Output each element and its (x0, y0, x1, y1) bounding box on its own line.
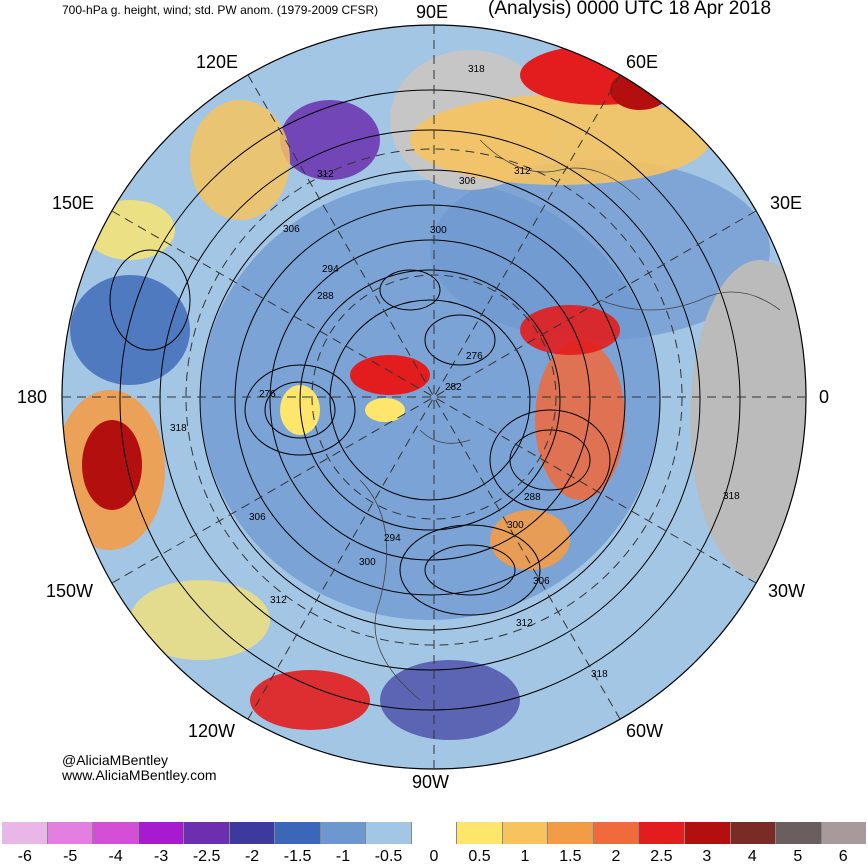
colorbar-segment (411, 822, 458, 844)
colorbar-tick-label: -1 (335, 848, 351, 865)
contour-label: 294 (322, 264, 339, 275)
chart-title: 700-hPa g. height, wind; std. PW anom. (… (62, 3, 379, 17)
contour-label: 318 (468, 64, 485, 75)
positive-anomaly-region (490, 510, 570, 570)
contour-label: 288 (524, 492, 541, 503)
colorbar-segment (93, 822, 139, 844)
colorbar-tick-label: -4 (108, 848, 123, 865)
contour-label: 306 (249, 512, 266, 523)
colorbar-tick-label: 6 (838, 848, 848, 865)
graticule (62, 25, 806, 769)
valid-time-label: (Analysis) 0000 UTC 18 Apr 2018 (488, 0, 772, 19)
longitude-label-60e: 60E (626, 52, 659, 72)
contour-label: 276 (259, 389, 276, 400)
contour-label: 282 (445, 382, 462, 393)
colorbar-tick-label: -2.5 (192, 848, 221, 865)
positive-anomaly-region (365, 398, 405, 422)
positive-anomaly-region (130, 580, 270, 660)
colorbar-segment (138, 822, 185, 844)
contour-label: 318 (723, 491, 740, 502)
colorbar-segment (366, 822, 412, 844)
colorbar-tick-label: 0 (429, 848, 439, 865)
positive-anomaly-region (410, 95, 710, 185)
colorbar-tick-label: 1.5 (559, 848, 582, 865)
colorbar-tick-label: 1 (520, 848, 530, 865)
longitude-label-90w: 90W (412, 772, 450, 792)
positive-anomaly-region (190, 100, 290, 220)
colorbar-segment (730, 822, 777, 844)
contour-label: 312 (516, 618, 533, 629)
contour-label: 318 (591, 669, 608, 680)
contour-label: 306 (459, 176, 476, 187)
colorbar-tick-label: 2.5 (650, 848, 673, 865)
longitude-label-150w: 150W (46, 581, 94, 601)
contour-label: 312 (270, 595, 287, 606)
colorbar-segment (548, 822, 594, 844)
negative-anomaly-region (280, 100, 380, 180)
colorbar-segment (457, 822, 503, 844)
colorbar-segment (502, 822, 549, 844)
colorbar-segment (684, 822, 731, 844)
positive-anomaly-region (82, 420, 142, 510)
colorbar-segment (229, 822, 276, 844)
colorbar-segment (639, 822, 685, 844)
longitude-label-30w: 30W (768, 581, 806, 601)
longitude-label-90e: 90E (416, 2, 449, 22)
contour-label: 300 (507, 520, 524, 531)
colorbar-tick-label: -3 (154, 848, 169, 865)
height-contours (109, 89, 741, 711)
colorbar-tick-label: -0.5 (374, 848, 403, 865)
positive-anomaly-region (520, 305, 620, 355)
credit-website: www.AliciaMBentley.com (62, 767, 217, 783)
longitude-label-30e: 30E (770, 193, 803, 213)
colorbar-tick-label: -5 (63, 848, 78, 865)
longitude-label-180: 180 (17, 387, 48, 407)
colorbar-segment (275, 822, 321, 844)
colorbar (2, 822, 867, 844)
contour-label: 276 (466, 351, 483, 362)
contour-label: 288 (317, 291, 334, 302)
positive-anomaly-region (350, 355, 430, 395)
longitude-label-120w: 120W (188, 721, 236, 741)
negative-anomaly-region (70, 275, 190, 385)
positive-anomaly-region (85, 200, 175, 260)
colorbar-segment (2, 822, 48, 844)
colorbar-segment (320, 822, 367, 844)
colorbar-ticks: -6 -5 -4 -3 -2.5 -2 -1.5 -1 -0.5 0 0.5 1 1.5 2 2.5 3 4 5 6 (2, 848, 866, 865)
colorbar-segment (184, 822, 230, 844)
longitude-label-0: 0 (819, 387, 830, 407)
colorbar-segment (47, 822, 94, 844)
contour-label: 294 (384, 533, 401, 544)
contour-label: 318 (170, 423, 187, 434)
credit-twitter: @AliciaMBentley (62, 752, 169, 768)
longitude-label-60w: 60W (626, 721, 664, 741)
longitude-label-150e: 150E (52, 193, 95, 213)
colorbar-tick-label: 2 (611, 848, 621, 865)
colorbar-tick-label: 0.5 (468, 848, 491, 865)
positive-anomaly-region (250, 670, 370, 730)
coastlines (359, 139, 781, 701)
contour-label: 312 (317, 169, 334, 180)
colorbar-tick-label: 5 (793, 848, 803, 865)
colorbar-segment (776, 822, 822, 844)
colorbar-tick-label: 3 (702, 848, 712, 865)
contour-label: 300 (359, 557, 376, 568)
colorbar-tick-label: -2 (244, 848, 260, 865)
contour-label: 306 (283, 224, 300, 235)
positive-anomaly-region (535, 340, 625, 500)
colorbar-segment (593, 822, 640, 844)
colorbar-tick-label: 4 (747, 848, 757, 865)
contour-label: 300 (430, 225, 447, 236)
contour-label: 312 (514, 166, 531, 177)
negative-anomaly-region (430, 160, 770, 340)
longitude-label-120e: 120E (196, 52, 239, 72)
colorbar-tick-label: -6 (17, 848, 32, 865)
colorbar-segment (821, 822, 867, 844)
colorbar-tick-label: -1.5 (283, 848, 312, 865)
negative-anomaly-region (380, 660, 520, 740)
contour-label: 306 (533, 576, 550, 587)
